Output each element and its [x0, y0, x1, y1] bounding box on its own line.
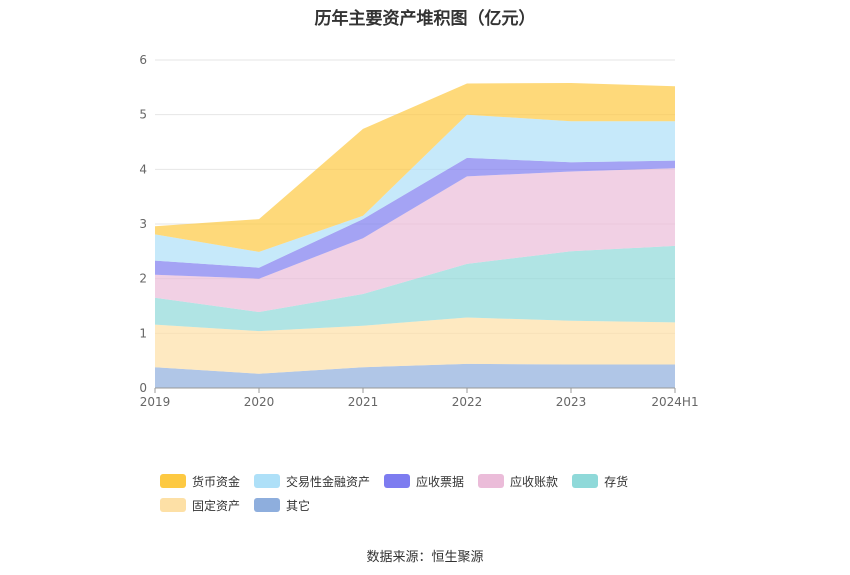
legend-swatch: [254, 498, 281, 512]
legend-swatch: [478, 474, 505, 488]
chart-title: 历年主要资产堆积图（亿元）: [314, 9, 536, 29]
y-tick-label: 0: [139, 381, 147, 395]
stacked-area-chart: 0 1 2 3 4 5 6 2019 2020 2021 2022 2023 2024H1: [139, 53, 698, 409]
legend-item[interactable]: 其它: [254, 497, 310, 513]
legend: 货币资金 交易性金融资产 应收票据 应收账款 存货固定资产 其它: [160, 473, 720, 513]
x-tick-label: 2020: [244, 395, 275, 409]
legend-swatch: [384, 474, 411, 488]
y-tick-label: 2: [139, 272, 147, 286]
area-series-6: [155, 83, 675, 252]
legend-label: 其它: [286, 498, 311, 513]
legend-label: 应收票据: [416, 474, 465, 489]
legend-item[interactable]: 应收票据: [384, 473, 464, 489]
legend-label: 固定资产: [192, 498, 241, 513]
legend-item[interactable]: 存货: [572, 473, 628, 489]
x-tick-label: 2022: [452, 395, 483, 409]
x-tick-label: 2024H1: [651, 395, 698, 409]
legend-item[interactable]: 应收账款: [478, 473, 558, 489]
area-series-3: [155, 168, 675, 312]
area-series-4: [155, 157, 675, 279]
area-series-2: [155, 245, 675, 332]
y-tick-label: 6: [139, 53, 147, 67]
legend-label: 应收账款: [510, 474, 559, 489]
area-series-layer: [155, 83, 675, 388]
data-source-note: 数据来源：恒生聚源: [366, 550, 484, 565]
legend-label: 交易性金融资产: [286, 474, 371, 489]
legend-label: 货币资金: [192, 474, 241, 489]
legend-swatch: [572, 474, 599, 488]
legend-item[interactable]: 货币资金: [160, 473, 240, 489]
y-tick-label: 4: [139, 162, 147, 176]
x-tick-label: 2019: [140, 395, 171, 409]
legend-swatch: [160, 474, 186, 488]
y-tick-label: 5: [139, 108, 147, 122]
area-series-1: [155, 317, 675, 374]
y-tick-label: 1: [139, 326, 147, 340]
legend-swatch: [254, 474, 281, 488]
legend-swatch: [160, 498, 186, 512]
axes: 0 1 2 3 4 5 6 2019 2020 2021 2022 2023 2024H1: [139, 53, 698, 409]
y-tick-label: 3: [139, 217, 147, 231]
legend-item[interactable]: 固定资产: [160, 497, 240, 513]
legend-item[interactable]: 交易性金融资产: [254, 473, 370, 489]
x-tick-label: 2023: [556, 395, 587, 409]
area-series-0: [155, 363, 675, 388]
area-series-5: [155, 114, 675, 268]
legend-label: 存货: [604, 474, 629, 489]
x-tick-label: 2021: [348, 395, 379, 409]
